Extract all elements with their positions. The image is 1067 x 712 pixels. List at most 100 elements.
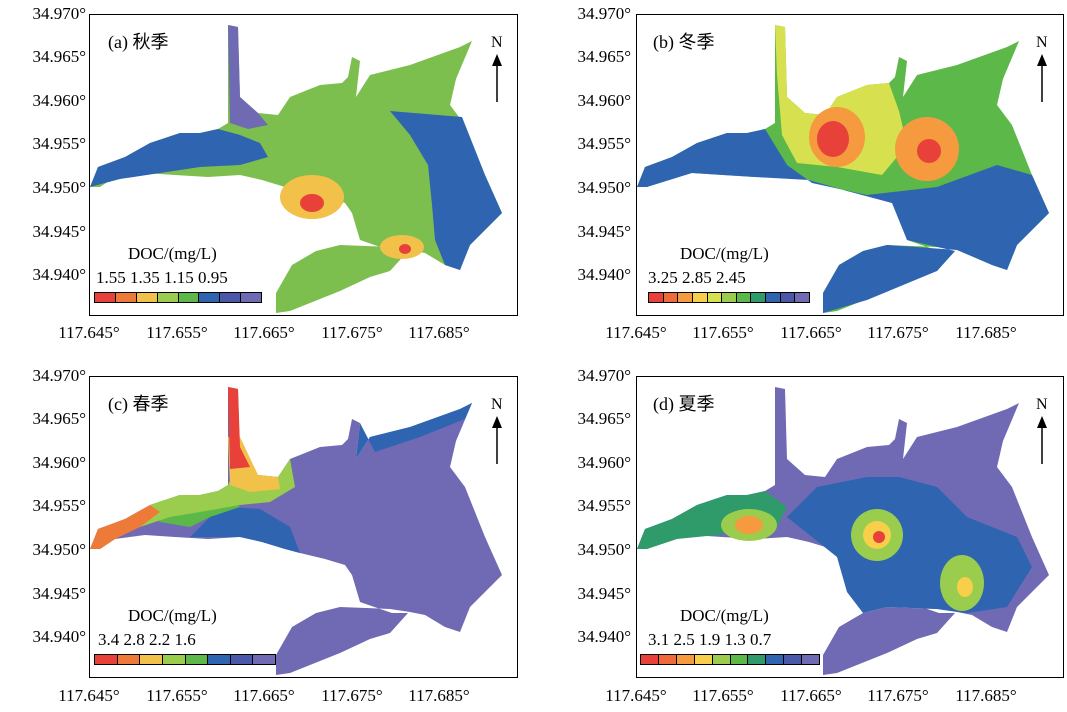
- ytick-label: 34.960°: [577, 453, 631, 472]
- legend-title: DOC/(mg/L): [680, 244, 769, 263]
- zone-yellowgreen: [775, 25, 907, 175]
- legend-swatch: [220, 293, 242, 302]
- legend-swatch: [784, 655, 803, 664]
- ytick-label: 34.955°: [32, 496, 86, 515]
- legend-swatch: [649, 293, 664, 302]
- legend-swatch: [241, 293, 261, 302]
- zone-blue: [90, 129, 268, 187]
- north-arrow-icon: [492, 416, 502, 464]
- legend-swatch: [641, 655, 659, 664]
- legend-swatch: [185, 655, 209, 664]
- water-body: [90, 387, 502, 675]
- xtick-label: 117.675°: [321, 686, 383, 705]
- legend-swatch: [95, 293, 116, 302]
- legend-swatch: [780, 293, 796, 302]
- legend-colorbar: [640, 654, 820, 665]
- legend-swatch: [676, 655, 695, 664]
- legend-swatch: [722, 293, 737, 302]
- reservoir-map: [637, 387, 1049, 675]
- ytick-label: 34.950°: [577, 178, 631, 197]
- map-frame: [89, 14, 518, 316]
- legend-swatch: [253, 655, 275, 664]
- ytick-label: 34.945°: [32, 584, 86, 603]
- xtick-label: 117.685°: [408, 686, 470, 705]
- legend-swatch: [748, 655, 767, 664]
- xtick-label: 117.665°: [233, 323, 295, 342]
- north-label: N: [1036, 34, 1048, 51]
- reservoir-map: [90, 387, 502, 675]
- ytick-label: 34.965°: [32, 47, 86, 66]
- legend-swatch: [678, 293, 693, 302]
- legend-colorbar: [94, 654, 276, 665]
- legend-swatch: [751, 293, 767, 302]
- legend-swatch: [162, 655, 186, 664]
- ytick-label: 34.965°: [577, 47, 631, 66]
- xtick-label: 117.645°: [58, 323, 120, 342]
- legend-ticks: 3.1 2.5 1.9 1.3 0.7: [648, 630, 772, 649]
- ytick-label: 34.950°: [32, 540, 86, 559]
- xtick-label: 117.665°: [780, 323, 842, 342]
- xtick-label: 117.655°: [146, 686, 208, 705]
- legend-swatch: [736, 293, 752, 302]
- reservoir-map: [90, 25, 502, 313]
- north-label: N: [1036, 396, 1048, 413]
- legend-ticks: 3.25 2.85 2.45: [648, 268, 746, 287]
- north-arrow-icon: [492, 54, 502, 102]
- xtick-label: 117.675°: [867, 686, 929, 705]
- xtick-label: 117.655°: [146, 323, 208, 342]
- zone-red-b: [873, 531, 885, 543]
- legend-colorbar: [94, 292, 262, 303]
- zone-teal-west: [637, 491, 787, 549]
- north-arrow-icon: [1037, 416, 1047, 464]
- legend-swatch: [117, 655, 141, 664]
- xtick-label: 117.675°: [867, 323, 929, 342]
- xtick-label: 117.655°: [692, 686, 754, 705]
- legend-swatch: [712, 655, 731, 664]
- legend-colorbar: [648, 292, 810, 303]
- zone-blue-east: [390, 111, 502, 270]
- ytick-label: 34.945°: [577, 584, 631, 603]
- legend-swatch: [663, 293, 679, 302]
- ytick-label: 34.940°: [577, 627, 631, 646]
- zone-red-b: [917, 139, 941, 163]
- north-label: N: [491, 396, 503, 413]
- zone-orange-a: [735, 516, 763, 534]
- legend-swatch: [115, 293, 137, 302]
- legend-swatch: [140, 655, 163, 664]
- xtick-label: 117.645°: [605, 686, 667, 705]
- ytick-label: 34.970°: [577, 4, 631, 23]
- xtick-label: 117.685°: [955, 686, 1017, 705]
- ytick-label: 34.940°: [32, 265, 86, 284]
- ytick-label: 34.960°: [32, 453, 86, 472]
- ytick-label: 34.950°: [32, 178, 86, 197]
- legend-swatch: [199, 293, 221, 302]
- ytick-label: 34.970°: [32, 366, 86, 385]
- legend-swatch: [766, 293, 781, 302]
- panel-title: (b) 冬季: [653, 32, 715, 52]
- zone-blue-band: [190, 507, 300, 553]
- xtick-label: 117.655°: [692, 323, 754, 342]
- reservoir-map: [637, 25, 1049, 313]
- legend-swatch: [795, 293, 810, 302]
- legend-swatch: [178, 293, 200, 302]
- north-arrow-icon: [1037, 54, 1047, 102]
- zone-red-a: [817, 121, 849, 157]
- xtick-label: 117.665°: [780, 686, 842, 705]
- ytick-label: 34.950°: [577, 540, 631, 559]
- legend-title: DOC/(mg/L): [128, 606, 217, 625]
- legend-title: DOC/(mg/L): [128, 244, 217, 263]
- legend-swatch: [694, 655, 713, 664]
- panel-title: (c) 春季: [108, 394, 169, 414]
- ytick-label: 34.965°: [577, 409, 631, 428]
- legend-swatch: [208, 655, 231, 664]
- ytick-label: 34.955°: [577, 496, 631, 515]
- zone-red: [300, 194, 324, 212]
- legend-ticks: 1.55 1.35 1.15 0.95: [96, 268, 228, 287]
- xtick-label: 117.645°: [58, 686, 120, 705]
- map-frame: [89, 376, 518, 678]
- legend-swatch: [766, 655, 785, 664]
- ytick-label: 34.940°: [577, 265, 631, 284]
- legend-swatch: [230, 655, 254, 664]
- legend-swatch: [95, 655, 118, 664]
- legend-ticks: 3.4 2.8 2.2 1.6: [98, 630, 196, 649]
